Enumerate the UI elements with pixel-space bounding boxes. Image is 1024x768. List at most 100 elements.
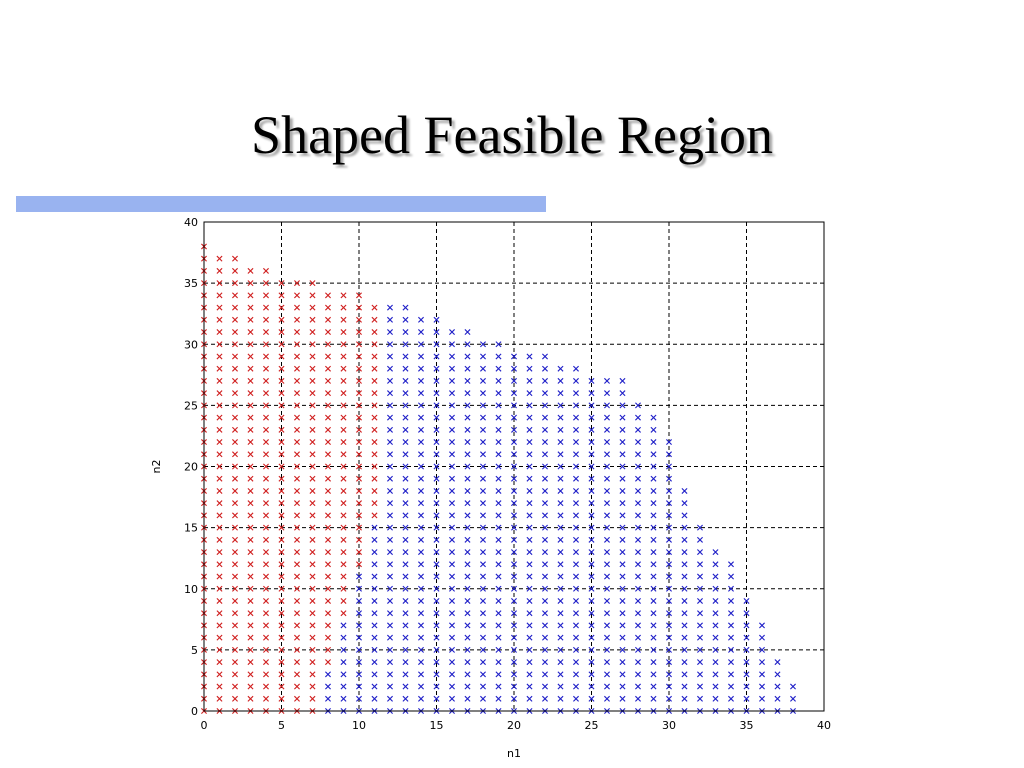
data-point-blue xyxy=(433,512,440,519)
data-point-red xyxy=(263,695,269,702)
data-point-red xyxy=(216,329,223,336)
data-point-blue xyxy=(480,500,486,507)
data-point-blue xyxy=(511,463,517,470)
data-point-blue xyxy=(371,671,378,678)
data-point-red xyxy=(294,414,300,421)
data-point-blue xyxy=(449,512,455,519)
data-point-red xyxy=(325,573,331,580)
data-point-blue xyxy=(759,622,765,629)
data-point-blue xyxy=(526,671,533,678)
data-point-blue xyxy=(464,341,471,348)
data-point-blue xyxy=(635,671,641,678)
data-point-red xyxy=(247,365,254,372)
data-point-red xyxy=(232,536,238,543)
data-point-blue xyxy=(511,646,517,653)
data-point-red xyxy=(371,365,378,372)
data-point-blue xyxy=(480,353,486,360)
data-point-red xyxy=(294,329,300,336)
data-point-blue xyxy=(774,671,781,678)
data-point-blue xyxy=(728,671,734,678)
data-point-blue xyxy=(573,671,579,678)
data-point-red xyxy=(247,695,254,702)
data-point-blue xyxy=(557,414,564,421)
data-point-blue xyxy=(418,463,424,470)
data-point-red xyxy=(340,524,347,531)
data-point-red xyxy=(216,280,223,287)
data-point-red xyxy=(340,341,347,348)
data-point-blue xyxy=(495,634,502,641)
data-point-blue xyxy=(604,622,610,629)
data-point-red xyxy=(325,341,331,348)
data-point-red xyxy=(294,341,300,348)
data-point-blue xyxy=(542,500,548,507)
data-point-red xyxy=(325,475,331,482)
data-point-blue xyxy=(573,659,579,666)
data-point-red xyxy=(309,365,316,372)
data-point-blue xyxy=(418,316,424,323)
data-point-blue xyxy=(449,451,455,458)
data-point-blue xyxy=(449,610,455,617)
data-point-blue xyxy=(526,597,533,604)
data-point-red xyxy=(294,536,300,543)
data-point-blue xyxy=(449,659,455,666)
data-point-blue xyxy=(433,659,440,666)
y-tick-label: 25 xyxy=(184,399,198,412)
data-point-red xyxy=(278,549,285,556)
data-point-blue xyxy=(635,524,641,531)
data-point-blue xyxy=(449,463,455,470)
data-point-red xyxy=(247,414,254,421)
data-point-blue xyxy=(449,329,455,336)
data-point-blue xyxy=(573,695,579,702)
data-point-red xyxy=(309,573,316,580)
data-point-blue xyxy=(433,536,440,543)
data-point-red xyxy=(278,597,285,604)
data-point-blue xyxy=(433,683,440,690)
data-point-blue xyxy=(387,500,393,507)
data-point-blue xyxy=(449,683,455,690)
data-point-blue xyxy=(666,512,672,519)
data-point-blue xyxy=(728,597,734,604)
data-point-blue xyxy=(402,451,409,458)
data-point-blue xyxy=(557,487,564,494)
data-point-blue xyxy=(588,610,595,617)
data-point-blue xyxy=(464,463,471,470)
data-point-red xyxy=(325,561,331,568)
data-point-red xyxy=(294,487,300,494)
data-point-blue xyxy=(588,671,595,678)
data-point-blue xyxy=(387,487,393,494)
data-point-blue xyxy=(728,683,734,690)
data-point-red xyxy=(263,622,269,629)
data-point-red xyxy=(247,500,254,507)
data-point-blue xyxy=(340,671,347,678)
data-point-blue xyxy=(635,426,641,433)
data-point-blue xyxy=(542,659,548,666)
data-point-blue xyxy=(356,659,362,666)
data-point-blue xyxy=(526,659,533,666)
data-point-red xyxy=(232,671,238,678)
data-point-red xyxy=(216,549,223,556)
data-point-blue xyxy=(557,561,564,568)
data-point-red xyxy=(216,475,223,482)
data-point-red xyxy=(278,316,285,323)
data-point-red xyxy=(294,316,300,323)
data-point-blue xyxy=(449,377,455,384)
data-point-blue xyxy=(449,487,455,494)
data-point-red xyxy=(309,390,316,397)
data-point-red xyxy=(278,500,285,507)
data-point-blue xyxy=(681,646,688,653)
data-point-red xyxy=(325,659,331,666)
data-point-red xyxy=(278,451,285,458)
data-point-blue xyxy=(526,475,533,482)
data-point-red xyxy=(263,597,269,604)
data-point-red xyxy=(278,536,285,543)
data-point-blue xyxy=(573,426,579,433)
data-point-blue xyxy=(511,390,517,397)
data-point-blue xyxy=(697,524,703,531)
data-point-blue xyxy=(495,426,502,433)
data-point-blue xyxy=(650,561,657,568)
data-point-blue xyxy=(464,353,471,360)
data-point-red xyxy=(278,695,285,702)
data-point-red xyxy=(371,402,378,409)
data-point-blue xyxy=(588,634,595,641)
data-point-red xyxy=(294,377,300,384)
